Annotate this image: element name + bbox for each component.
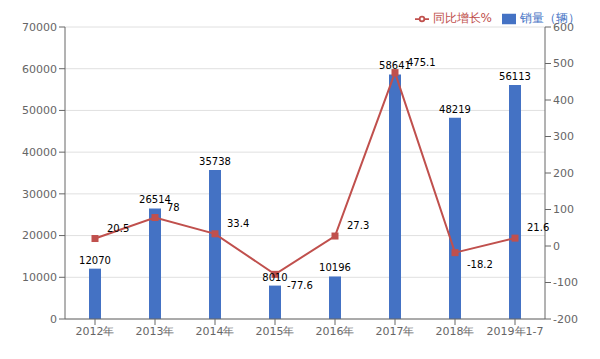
svg-text:12070: 12070 — [79, 255, 111, 266]
svg-text:2013年: 2013年 — [136, 325, 175, 338]
svg-text:10000: 10000 — [22, 271, 57, 284]
svg-text:27.3: 27.3 — [347, 220, 369, 231]
svg-text:33.4: 33.4 — [227, 218, 249, 229]
svg-text:0: 0 — [50, 313, 57, 326]
svg-text:2016年: 2016年 — [316, 325, 355, 338]
svg-text:20.5: 20.5 — [107, 223, 129, 234]
svg-text:35738: 35738 — [199, 156, 231, 167]
svg-text:100: 100 — [553, 203, 574, 216]
svg-text:2017年: 2017年 — [376, 325, 415, 338]
svg-text:21.6: 21.6 — [527, 222, 549, 233]
svg-text:2019年1-7: 2019年1-7 — [487, 325, 544, 338]
svg-text:400: 400 — [553, 94, 574, 107]
svg-text:70000: 70000 — [22, 21, 57, 34]
svg-text:30000: 30000 — [22, 188, 57, 201]
svg-text:2018年: 2018年 — [436, 325, 475, 338]
svg-text:56113: 56113 — [499, 71, 531, 82]
svg-text:-18.2: -18.2 — [467, 259, 493, 270]
svg-text:-77.6: -77.6 — [287, 280, 313, 291]
svg-text:40000: 40000 — [22, 146, 57, 159]
svg-text:78: 78 — [167, 202, 180, 213]
svg-text:200: 200 — [553, 167, 574, 180]
svg-text:-200: -200 — [553, 313, 578, 326]
svg-text:300: 300 — [553, 130, 574, 143]
svg-text:0: 0 — [553, 240, 560, 253]
svg-text:475.1: 475.1 — [407, 57, 436, 68]
svg-text:8010: 8010 — [262, 272, 287, 283]
svg-text:2012年: 2012年 — [76, 325, 115, 338]
svg-text:48219: 48219 — [439, 104, 471, 115]
svg-text:500: 500 — [553, 57, 574, 70]
svg-text:2014年: 2014年 — [196, 325, 235, 338]
svg-text:-100: -100 — [553, 276, 578, 289]
svg-text:600: 600 — [553, 21, 574, 34]
svg-text:10196: 10196 — [319, 262, 351, 273]
svg-text:50000: 50000 — [22, 104, 57, 117]
svg-text:60000: 60000 — [22, 63, 57, 76]
svg-text:2015年: 2015年 — [256, 325, 295, 338]
svg-text:20000: 20000 — [22, 229, 57, 242]
